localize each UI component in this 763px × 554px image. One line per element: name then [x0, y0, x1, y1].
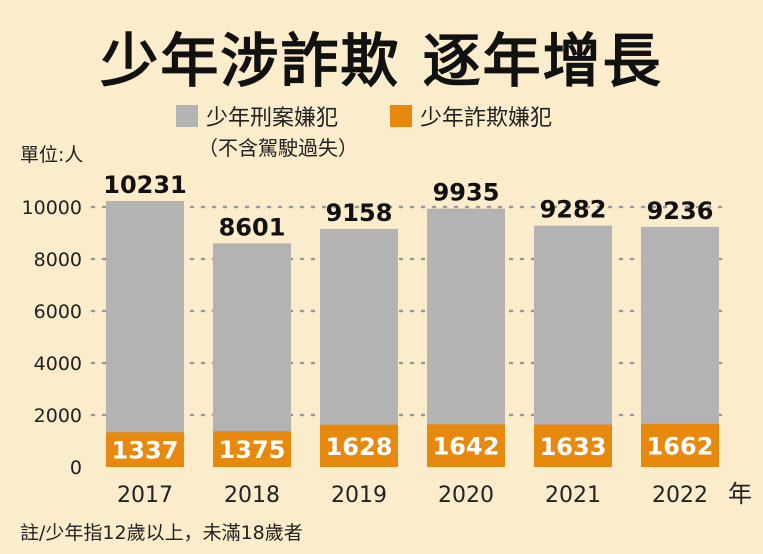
y-tick-label-0: 0	[70, 457, 82, 479]
bar-total-2020	[427, 208, 505, 467]
data-label-fraud-2021: 1633	[540, 433, 607, 461]
legend-swatch-fraud	[390, 105, 412, 127]
bar-fraud-2018	[213, 431, 291, 467]
data-label-total-2017: 10231	[103, 171, 187, 199]
bar-fraud-2020	[427, 424, 505, 467]
bar-fraud-2021	[534, 424, 612, 467]
x-tick-label-2021: 2021	[545, 483, 601, 508]
x-tick-label-2019: 2019	[331, 483, 387, 508]
data-label-fraud-2018: 1375	[219, 436, 286, 464]
legend-note: （不含駕駛過失）	[198, 136, 358, 160]
y-tick-label-5: 10000	[22, 197, 82, 219]
bar-fraud-2019	[320, 424, 398, 467]
y-tick-label-2: 4000	[34, 353, 82, 375]
legend-item-total: 少年刑案嫌犯	[176, 100, 338, 132]
x-tick-label-2020: 2020	[438, 483, 494, 508]
data-label-total-2020: 9935	[433, 179, 500, 207]
data-label-fraud-2022: 1662	[647, 432, 714, 460]
x-tick-label-2017: 2017	[117, 483, 173, 508]
unit-label: 單位:人	[20, 144, 84, 166]
bar-total-2018	[213, 243, 291, 467]
y-tick-label-3: 6000	[34, 301, 82, 323]
x-axis-unit: 年	[728, 480, 752, 508]
y-tick-label-4: 8000	[34, 249, 82, 271]
footnote: 註/少年指12歲以上，未滿18歲者	[20, 522, 303, 544]
data-label-total-2018: 8601	[219, 213, 286, 241]
x-tick-label-2022: 2022	[652, 483, 708, 508]
legend-label-total: 少年刑案嫌犯	[206, 106, 339, 131]
x-tick-label-2018: 2018	[224, 483, 280, 508]
data-label-total-2019: 9158	[326, 199, 393, 227]
legend-item-fraud: 少年詐欺嫌犯	[390, 100, 552, 132]
bar-fraud-2022	[641, 423, 719, 467]
bar-total-2017	[106, 200, 184, 467]
y-tick-label-1: 2000	[34, 405, 82, 427]
data-label-fraud-2017: 1337	[112, 437, 179, 465]
chart-title: 少年涉詐欺 逐年增長	[100, 27, 663, 95]
data-label-fraud-2019: 1628	[326, 433, 393, 461]
data-label-total-2021: 9282	[540, 196, 607, 224]
legend-label-fraud: 少年詐欺嫌犯	[420, 106, 553, 131]
data-label-total-2022: 9236	[647, 197, 714, 225]
bar-fraud-2017	[106, 432, 184, 467]
data-label-fraud-2020: 1642	[433, 433, 500, 461]
legend-swatch-total	[176, 105, 198, 127]
